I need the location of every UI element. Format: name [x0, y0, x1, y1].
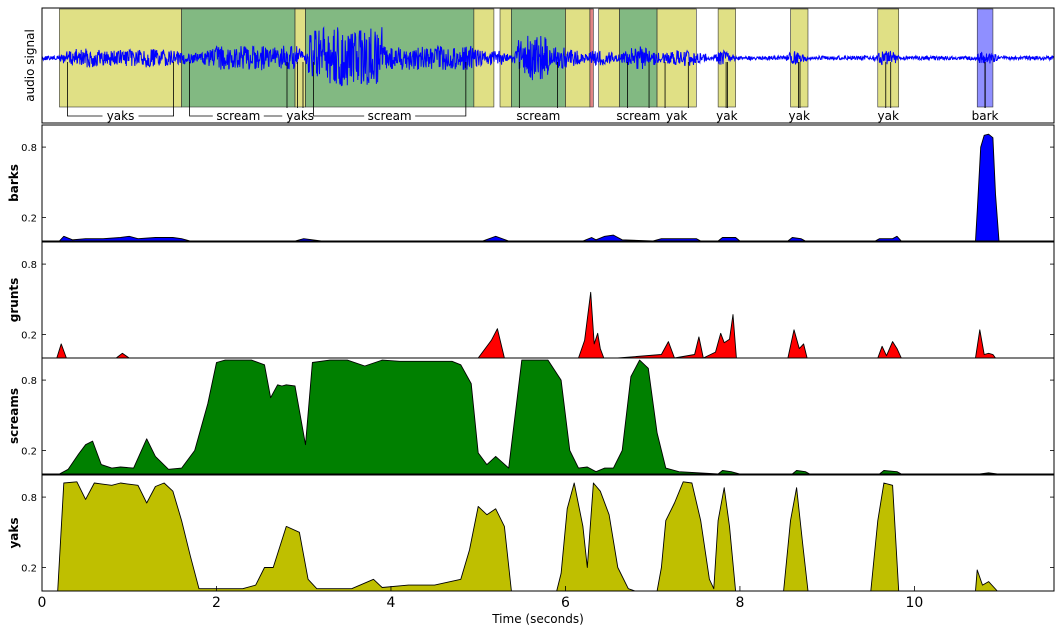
ytick-label-grunts-0: 0.2 — [21, 331, 37, 342]
ylabel-barks: barks — [7, 164, 21, 202]
segment-label-11: yak — [666, 109, 687, 123]
segment-label-bg-12 — [712, 108, 742, 122]
frame-screams — [41, 357, 1055, 475]
segment-label-bg-14 — [873, 108, 903, 122]
area-yaks — [41, 481, 1055, 592]
series-panels: 0.20.8barks0.20.8grunts0.20.8screams0.20… — [7, 124, 1055, 592]
panel-yaks: 0.2 0.8 yaks — [7, 474, 1055, 592]
frame-barks — [41, 124, 1055, 242]
segment-label-2: yaks — [286, 109, 314, 123]
segment-label-bg-11 — [662, 108, 691, 122]
segment-label-12: yak — [716, 109, 737, 123]
xtick-label-4: 8 — [735, 595, 744, 611]
segment-label-1: scream — [216, 109, 260, 123]
segment-label-15: bark — [972, 109, 999, 123]
segment-label-bg-13 — [785, 108, 814, 122]
segment-label-6: scream — [516, 109, 560, 123]
area-grunts — [41, 291, 1055, 359]
xtick-label-5: 10 — [905, 595, 923, 611]
segment-label-bg-3 — [364, 108, 416, 122]
ytick-label-grunts-1: 0.8 — [21, 260, 37, 271]
segment-label-bg-2 — [282, 108, 319, 122]
ytick-label-barks-1: 0.8 — [21, 143, 37, 154]
audio-waveform — [41, 26, 1055, 87]
xtick-label-2: 4 — [387, 595, 396, 611]
xtick-label-0: 0 — [38, 595, 47, 611]
ylabel-yaks: yaks — [7, 517, 21, 548]
x-axis: 0 2 4 6 8 10 — [38, 586, 923, 611]
segment-label-0: yaks — [107, 109, 135, 123]
ytick-label-yaks-1: 0.8 — [21, 493, 37, 504]
x-axis-label: Time (seconds) — [491, 612, 584, 626]
ylabel-screams: screams — [7, 388, 21, 444]
ytick-label-screams-1: 0.8 — [21, 376, 37, 387]
segment-label-bg-10 — [612, 108, 664, 122]
ylabel-grunts: grunts — [7, 278, 21, 322]
ytick-label-barks-0: 0.2 — [21, 214, 37, 225]
segment-label-bg-0 — [102, 108, 139, 122]
frame-grunts — [41, 241, 1055, 359]
xtick-label-3: 6 — [561, 595, 570, 611]
segment-label-3: scream — [368, 109, 412, 123]
frame-yaks — [41, 474, 1055, 592]
area-barks — [41, 133, 1055, 242]
audio-panel-frame — [41, 7, 1055, 124]
segment-label-bg-1 — [212, 108, 264, 122]
segment-label-bg-6 — [512, 108, 564, 122]
segment-label-10: scream — [616, 109, 660, 123]
segment-label-bg-15 — [967, 108, 1004, 122]
area-screams — [41, 359, 1055, 475]
ytick-label-yaks-0: 0.2 — [21, 564, 37, 575]
audio-signal-panel: yaks scream yaks scream scream scream yak yak ya… — [23, 7, 1055, 124]
xtick-label-1: 2 — [212, 595, 221, 611]
segment-label-13: yak — [789, 109, 810, 123]
segment-label-14: yak — [878, 109, 899, 123]
ytick-label-screams-0: 0.2 — [21, 447, 37, 458]
audio-panel-ylabel: audio signal — [23, 29, 37, 102]
